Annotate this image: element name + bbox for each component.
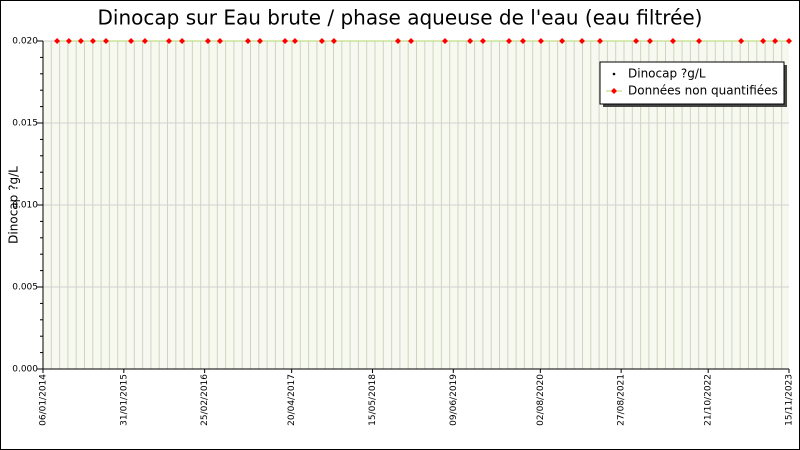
data-point bbox=[291, 38, 298, 44]
data-point bbox=[77, 38, 84, 44]
data-point bbox=[204, 38, 211, 44]
data-point bbox=[760, 38, 767, 44]
data-point bbox=[89, 38, 96, 44]
data-point bbox=[772, 38, 779, 44]
legend-marker bbox=[611, 88, 617, 94]
data-point bbox=[646, 38, 653, 44]
x-tick-label: 15/11/2023 bbox=[785, 374, 795, 426]
data-point bbox=[394, 38, 401, 44]
data-point bbox=[578, 38, 585, 44]
data-point bbox=[244, 38, 251, 44]
data-point bbox=[102, 38, 109, 44]
legend bbox=[599, 61, 785, 105]
data-point bbox=[128, 38, 135, 44]
chart-title: Dinocap sur Eau brute / phase aqueuse de… bbox=[98, 6, 703, 30]
data-point bbox=[408, 38, 415, 44]
data-point bbox=[54, 38, 61, 44]
data-point bbox=[141, 38, 148, 44]
data-point bbox=[738, 38, 745, 44]
legend-label: Données non quantifiées bbox=[628, 84, 778, 98]
data-point bbox=[519, 38, 526, 44]
y-tick-label: 0.015 bbox=[12, 119, 38, 129]
data-point bbox=[559, 38, 566, 44]
data-point bbox=[179, 38, 186, 44]
x-tick-label: 15/05/2018 bbox=[368, 374, 378, 426]
x-tick-label: 25/02/2016 bbox=[200, 374, 210, 426]
x-tick-label: 06/01/2014 bbox=[39, 374, 49, 426]
y-tick-label: 0.020 bbox=[12, 37, 38, 47]
data-point bbox=[696, 38, 703, 44]
data-point bbox=[506, 38, 513, 44]
data-point bbox=[65, 38, 72, 44]
x-tick-label: 02/08/2020 bbox=[536, 374, 546, 426]
x-tick-label: 27/08/2021 bbox=[617, 374, 627, 426]
x-tick-label: 09/06/2019 bbox=[449, 374, 459, 426]
data-point bbox=[479, 38, 486, 44]
x-tick-label: 31/01/2015 bbox=[119, 374, 129, 426]
y-tick-label: 0.010 bbox=[12, 201, 38, 211]
data-point bbox=[669, 38, 676, 44]
y-tick-label: 0.000 bbox=[12, 365, 38, 375]
legend-marker bbox=[612, 72, 616, 76]
data-point bbox=[537, 38, 544, 44]
data-point bbox=[597, 38, 604, 44]
data-point bbox=[216, 38, 223, 44]
y-tick-label: 0.005 bbox=[12, 283, 38, 293]
data-point bbox=[442, 38, 449, 44]
data-point bbox=[282, 38, 289, 44]
legend-label: Dinocap ?g/L bbox=[628, 67, 706, 81]
x-tick-label: 21/10/2022 bbox=[704, 374, 714, 426]
data-point bbox=[633, 38, 640, 44]
data-point bbox=[165, 38, 172, 44]
data-point bbox=[256, 38, 263, 44]
data-point bbox=[330, 38, 337, 44]
data-point bbox=[318, 38, 325, 44]
y-axis-label: Dinocap ?g/L bbox=[7, 166, 21, 244]
x-tick-label: 20/04/2017 bbox=[287, 374, 297, 426]
data-point bbox=[786, 38, 792, 44]
data-point bbox=[467, 38, 474, 44]
